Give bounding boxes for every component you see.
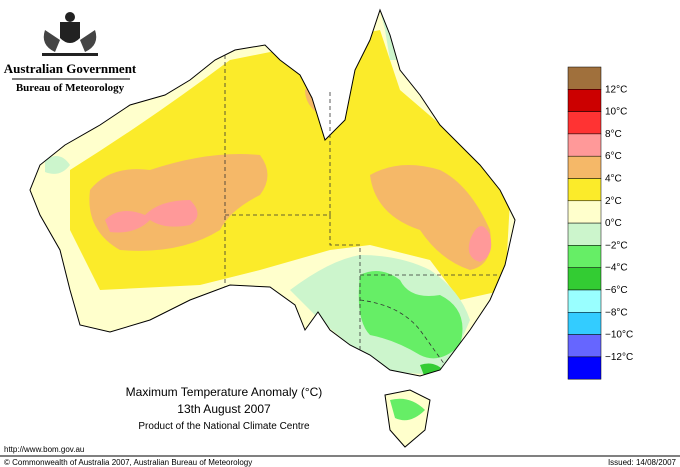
map-date: 13th August 2007 (177, 402, 271, 416)
legend-label: 12°C (605, 84, 627, 95)
legend: 12°C 10°C 8°C 6°C 4°C 2°C 0°C −2°C −4°C −6°C −8°C −… (567, 66, 633, 380)
legend-label: 8°C (605, 129, 622, 140)
bureau-name: Bureau of Meteorology (16, 82, 125, 94)
legend-swatch (567, 289, 602, 313)
legend-swatch (567, 178, 602, 202)
legend-swatch (567, 334, 602, 358)
legend-swatch (567, 66, 602, 90)
legend-label: −6°C (605, 285, 628, 296)
legend-swatch (567, 222, 602, 246)
legend-swatch (567, 312, 602, 335)
url: http://www.bom.gov.au (4, 445, 84, 454)
legend-swatch (567, 356, 602, 380)
legend-label: −12°C (605, 352, 633, 363)
legend-label: −4°C (605, 263, 628, 274)
legend-swatch (567, 111, 602, 135)
legend-label: 6°C (605, 151, 622, 162)
legend-label: 10°C (605, 107, 627, 118)
issued-date: Issued: 14/08/2007 (608, 458, 677, 467)
legend-swatch (567, 267, 602, 291)
legend-label: 2°C (605, 196, 622, 207)
legend-swatch (567, 155, 602, 179)
legend-swatch (567, 245, 602, 268)
map-title: Maximum Temperature Anomaly (°C) (126, 385, 323, 399)
legend-swatch (567, 200, 602, 224)
coat-of-arms (42, 12, 98, 56)
government-name: Australian Government (4, 61, 137, 76)
legend-label: −2°C (605, 240, 628, 251)
state-borders (224, 55, 500, 366)
legend-label: −8°C (605, 307, 628, 318)
legend-swatch (567, 133, 602, 157)
legend-swatch (567, 89, 602, 112)
map-source: Product of the National Climate Centre (138, 421, 310, 432)
copyright: © Commonwealth of Australia 2007, Austra… (4, 458, 252, 467)
legend-label: 0°C (605, 218, 622, 229)
legend-label: −10°C (605, 330, 633, 341)
legend-label: 4°C (605, 174, 622, 185)
